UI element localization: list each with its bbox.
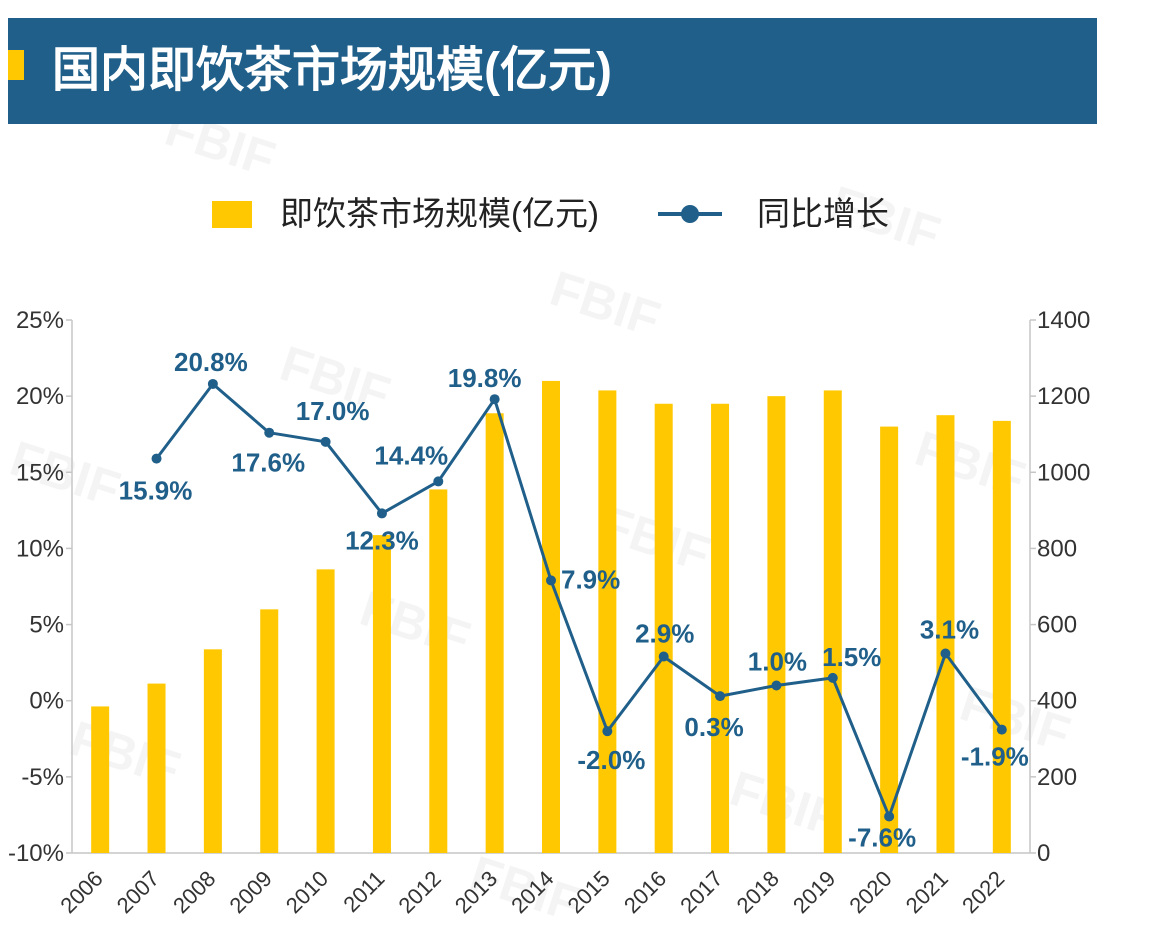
x-tick-label-2017: 2017: [675, 866, 727, 918]
data-label-2020: -7.6%: [848, 822, 916, 852]
y-right-tick-label: 0: [1037, 840, 1050, 867]
data-label-2012: 14.4%: [374, 440, 448, 470]
x-tick-label-2016: 2016: [619, 866, 671, 918]
x-tick-label-2006: 2006: [55, 866, 107, 918]
data-label-2008: 20.8%: [174, 347, 248, 377]
y-right-tick-label: 600: [1037, 612, 1077, 639]
legend-dot-marker: [681, 205, 699, 223]
y-left-tick-label: -5%: [21, 764, 64, 791]
legend-label-market-size: 即饮茶市场规模(亿元): [280, 195, 599, 232]
title-accent-mark: [8, 50, 24, 80]
y-right-tick-label: 800: [1037, 535, 1077, 562]
legend-label-growth: 同比增长: [757, 195, 889, 232]
bar-2013: [485, 413, 504, 853]
point-2018: [771, 680, 782, 691]
point-2007: [151, 453, 162, 464]
point-2022: [996, 724, 1007, 735]
watermark: FBIF: [64, 710, 187, 798]
y-left-tick-label: 10%: [16, 535, 64, 562]
data-label-2017: 0.3%: [684, 712, 743, 742]
y-right-tick-label: 1200: [1037, 383, 1090, 410]
y-left-tick-label: 5%: [29, 612, 64, 639]
x-tick-label-2009: 2009: [224, 866, 276, 918]
data-label-2009: 17.6%: [231, 448, 305, 478]
watermark: FBIF: [354, 580, 477, 668]
data-label-2011: 12.3%: [345, 525, 419, 555]
y-right-tick-label: 1000: [1037, 459, 1090, 486]
point-2016: [658, 651, 669, 662]
x-tick-label-2012: 2012: [394, 866, 446, 918]
chart-title: 国内即饮茶市场规模(亿元): [52, 44, 612, 97]
bar-2006: [91, 706, 110, 853]
point-2010: [320, 436, 331, 447]
point-2014: [546, 575, 556, 586]
bar-2022: [992, 420, 1011, 853]
x-tick-label-2008: 2008: [168, 866, 220, 918]
data-label-2007: 15.9%: [119, 476, 193, 506]
y-right-tick-label: 200: [1037, 764, 1077, 791]
bar-series: [91, 380, 1011, 853]
data-label-2018: 1.0%: [748, 646, 807, 676]
point-2012: [433, 476, 444, 487]
bar-2016: [654, 403, 673, 853]
watermark: FBIF: [909, 420, 1032, 508]
y-right-tick-label: 400: [1037, 688, 1077, 715]
watermark: FBIF: [544, 260, 667, 348]
point-2021: [940, 648, 951, 659]
growth-line: [155, 382, 1004, 818]
point-2009: [264, 427, 275, 438]
y-left-tick-label: -10%: [8, 840, 64, 867]
bar-2019: [823, 390, 842, 853]
x-tick-label-2020: 2020: [844, 866, 896, 918]
bar-2015: [598, 390, 617, 853]
line-series: [151, 378, 1007, 822]
data-label-2022: -1.9%: [961, 742, 1029, 772]
x-tick-label-2021: 2021: [901, 866, 953, 918]
x-tick-label-2010: 2010: [281, 866, 333, 918]
y-left-tick-label: 0%: [29, 688, 64, 715]
data-label-2014: 7.9%: [561, 564, 620, 594]
bar-2018: [767, 396, 786, 853]
data-label-2013: 19.8%: [448, 363, 522, 393]
point-2011: [376, 508, 387, 519]
y-right-tick-label: 1400: [1037, 307, 1090, 334]
bar-2021: [936, 415, 955, 853]
y-left-tick-label: 20%: [16, 383, 64, 410]
point-2017: [715, 691, 726, 702]
data-labels: 15.9% 20.8% 17.6% 17.0% 12.3% 14.4% 19.8% 7.9% -…: [119, 347, 1029, 852]
bar-2009: [260, 609, 279, 853]
bar-2010: [316, 569, 335, 853]
legend: 即饮茶市场规模(亿元) 同比增长: [0, 190, 1150, 238]
bar-2020: [880, 426, 899, 853]
x-tick-label-2011: 2011: [338, 866, 389, 917]
bar-2014: [542, 380, 560, 853]
data-label-2010: 17.0%: [296, 396, 370, 426]
point-2008: [207, 378, 218, 389]
bar-2008: [203, 649, 222, 853]
point-2020: [884, 811, 895, 822]
bar-2017: [711, 403, 730, 853]
x-tick-label-2019: 2019: [788, 866, 840, 918]
bar-2007: [147, 683, 166, 853]
x-tick-label-2022: 2022: [957, 866, 1009, 918]
bar-2012: [429, 489, 448, 853]
point-2019: [827, 672, 838, 683]
y-left-tick-label: 25%: [16, 307, 64, 334]
x-tick-label-2007: 2007: [112, 866, 164, 918]
title-banner: 国内即饮茶市场规模(亿元): [8, 18, 1097, 124]
data-label-2015: -2.0%: [577, 745, 645, 775]
data-label-2016: 2.9%: [635, 619, 694, 649]
point-2015: [602, 726, 613, 737]
data-label-2019: 1.5%: [822, 642, 881, 672]
y-left-tick-label: 15%: [16, 459, 64, 486]
bar-2011: [372, 535, 391, 853]
data-label-2021: 3.1%: [920, 615, 979, 645]
legend-bar-swatch: [212, 201, 252, 228]
x-tick-label-2018: 2018: [732, 866, 784, 918]
point-2013: [489, 394, 500, 405]
